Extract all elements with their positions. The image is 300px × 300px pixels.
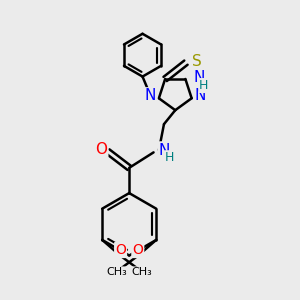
Text: O: O (132, 243, 143, 257)
Text: N: N (194, 88, 206, 104)
Text: N: N (194, 70, 205, 85)
Text: O: O (95, 142, 107, 157)
Text: O: O (115, 243, 126, 257)
Text: H: H (165, 151, 175, 164)
Text: CH₃: CH₃ (131, 267, 152, 277)
Text: H: H (199, 79, 208, 92)
Text: N: N (159, 142, 170, 158)
Text: CH₃: CH₃ (106, 267, 128, 277)
Text: S: S (193, 54, 202, 69)
Text: N: N (145, 88, 156, 104)
